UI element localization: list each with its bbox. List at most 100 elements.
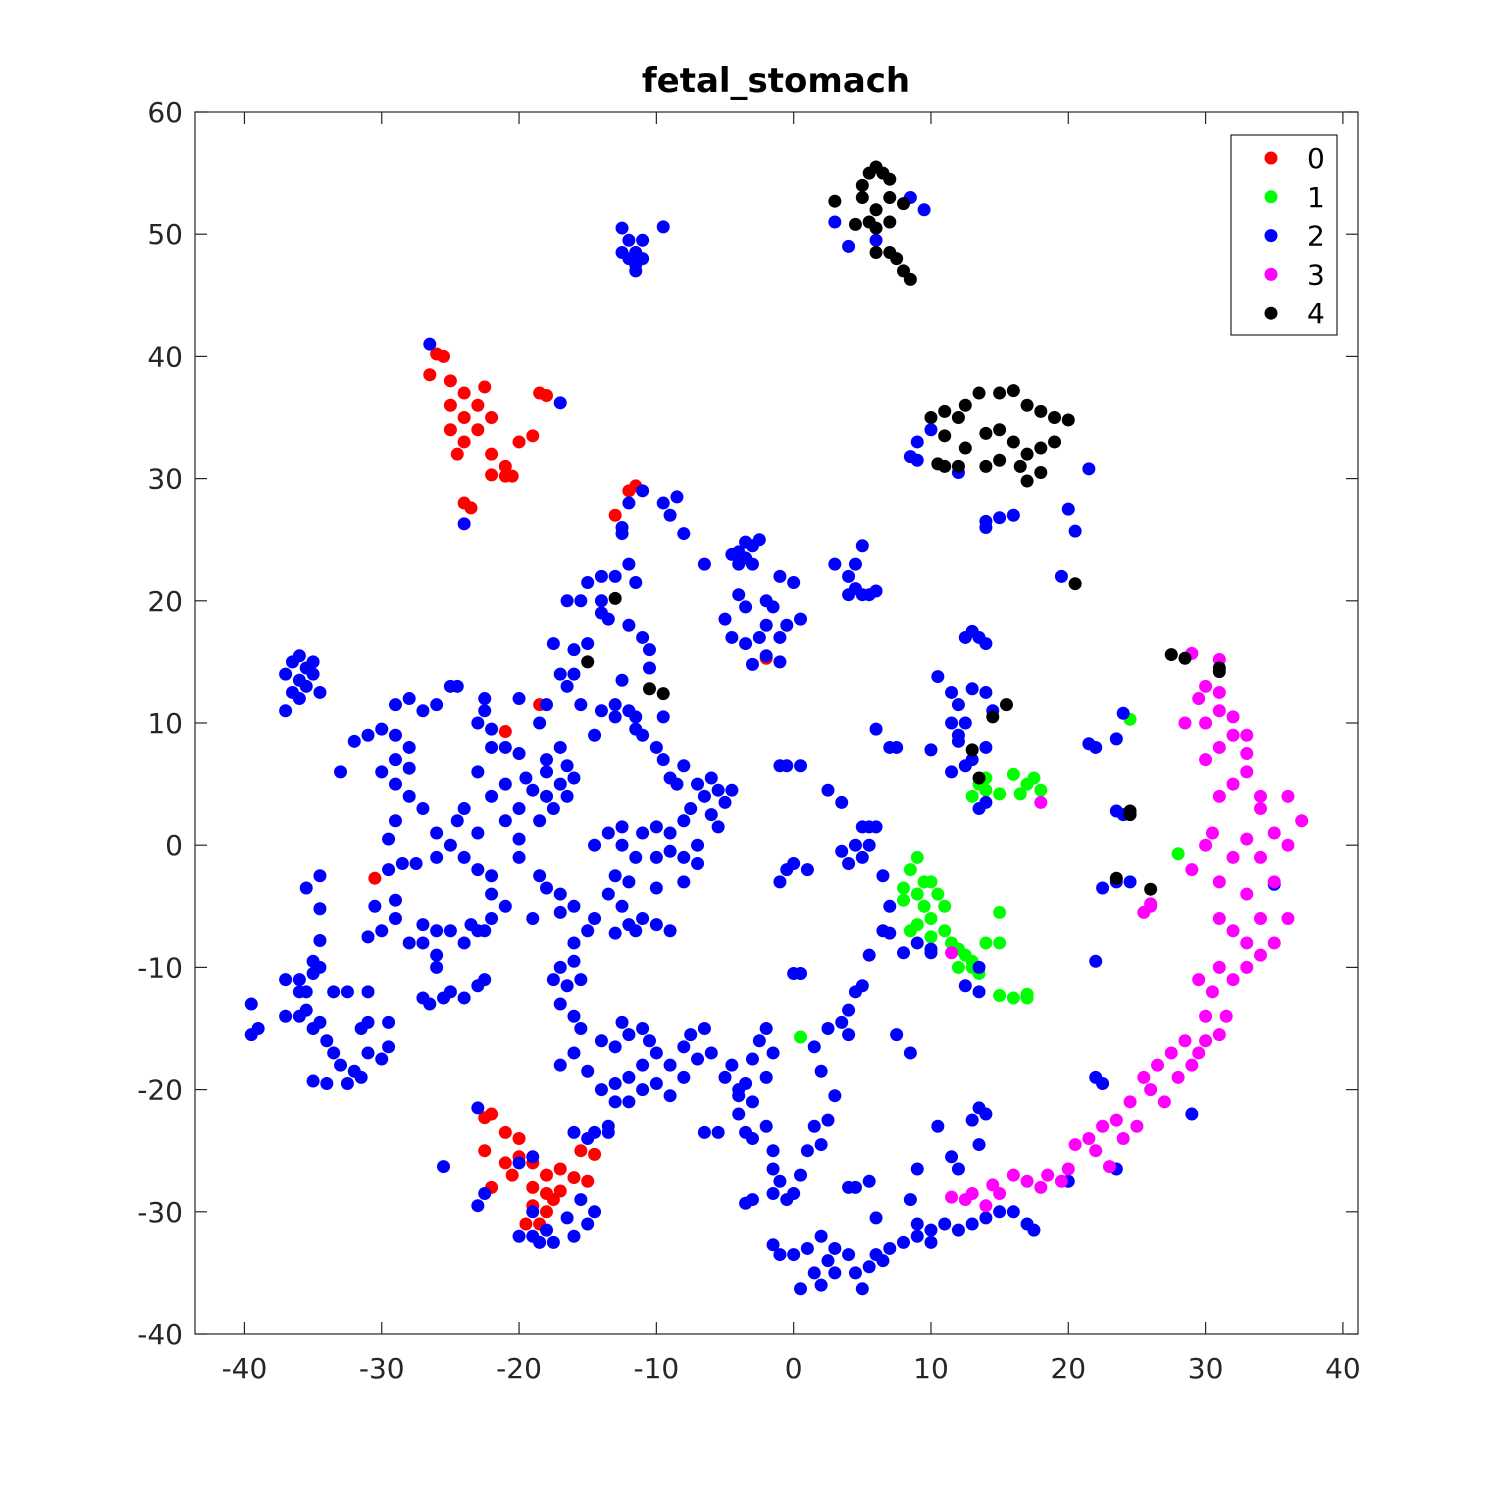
data-point [842, 1248, 856, 1262]
data-point [1041, 1168, 1055, 1182]
data-point [313, 1015, 327, 1029]
data-point [993, 1186, 1007, 1200]
data-point [560, 789, 574, 803]
data-point [608, 508, 622, 522]
data-point [471, 423, 485, 437]
data-point [340, 1076, 354, 1090]
data-point [1171, 847, 1185, 861]
data-point [533, 814, 547, 828]
data-point [979, 459, 993, 473]
data-point [945, 1190, 959, 1204]
data-point [313, 869, 327, 883]
data-point [766, 600, 780, 614]
data-point [1164, 648, 1178, 662]
data-point [334, 1058, 348, 1072]
data-point [601, 826, 615, 840]
axis-ticks: -40 -30 -20 -10 0 10 20 30 40-40-30-20-100102030… [137, 96, 1360, 1385]
data-point [704, 1046, 718, 1060]
data-point [869, 722, 883, 736]
data-point [485, 789, 499, 803]
data-point [478, 692, 492, 706]
data-point [629, 575, 643, 589]
data-point [313, 960, 327, 974]
data-point [828, 1089, 842, 1103]
data-point [924, 743, 938, 757]
data-point [416, 704, 430, 718]
data-point [649, 820, 663, 834]
data-point [1089, 1070, 1103, 1084]
data-point [732, 1089, 746, 1103]
data-point [773, 875, 787, 889]
data-point [588, 912, 602, 926]
data-point [519, 1217, 533, 1231]
data-point [1240, 832, 1254, 846]
y-tick-label: 10 [147, 707, 183, 740]
data-point [890, 252, 904, 266]
data-point [402, 692, 416, 706]
data-point [697, 557, 711, 571]
data-point [725, 783, 739, 797]
data-point [1082, 1131, 1096, 1145]
data-point [581, 1131, 595, 1145]
data-point [972, 985, 986, 999]
data-point [649, 881, 663, 895]
data-point [965, 1217, 979, 1231]
data-point [292, 649, 306, 663]
data-point [560, 594, 574, 608]
data-point [1185, 863, 1199, 877]
data-point [1116, 1131, 1130, 1145]
data-point [766, 1238, 780, 1252]
data-point [416, 802, 430, 816]
data-point [1212, 912, 1226, 926]
data-point [615, 1015, 629, 1029]
data-point [622, 1070, 636, 1084]
data-point [581, 1064, 595, 1078]
data-point [629, 710, 643, 724]
data-point [1102, 1160, 1116, 1174]
data-point [842, 569, 856, 583]
data-point [1061, 502, 1075, 516]
x-tick-label: 40 [1325, 1352, 1361, 1385]
data-point [897, 197, 911, 211]
data-point [883, 191, 897, 205]
data-point [910, 1162, 924, 1176]
data-point [1144, 897, 1158, 911]
data-point [972, 960, 986, 974]
data-point [800, 1144, 814, 1158]
data-point [615, 899, 629, 913]
plot-area [194, 111, 1359, 1335]
data-point [1109, 732, 1123, 746]
data-point [1034, 1180, 1048, 1194]
data-point [636, 826, 650, 840]
data-point [972, 802, 986, 816]
series-1 [794, 712, 1185, 1044]
data-point [910, 887, 924, 901]
data-point [450, 447, 464, 461]
data-point [1219, 1009, 1233, 1023]
data-point [299, 679, 313, 693]
data-point [636, 484, 650, 498]
data-point [924, 946, 938, 960]
data-point [794, 967, 808, 981]
data-point [1199, 679, 1213, 693]
y-tick-label: 0 [165, 829, 183, 862]
data-point [395, 857, 409, 871]
data-point [471, 863, 485, 877]
data-point [1226, 710, 1240, 724]
data-point [457, 936, 471, 950]
data-point [951, 411, 965, 424]
data-point [1212, 740, 1226, 754]
data-point [553, 960, 567, 974]
data-point [1254, 912, 1268, 926]
data-point [567, 1009, 581, 1023]
data-point [855, 539, 869, 553]
data-point [1006, 991, 1020, 1005]
data-point [1254, 850, 1268, 864]
data-point [903, 1046, 917, 1060]
data-point [1109, 871, 1123, 885]
y-tick-label: -10 [137, 951, 183, 984]
data-point [999, 698, 1013, 712]
data-point [553, 1058, 567, 1072]
data-point [1199, 1009, 1213, 1023]
data-point [512, 802, 526, 816]
